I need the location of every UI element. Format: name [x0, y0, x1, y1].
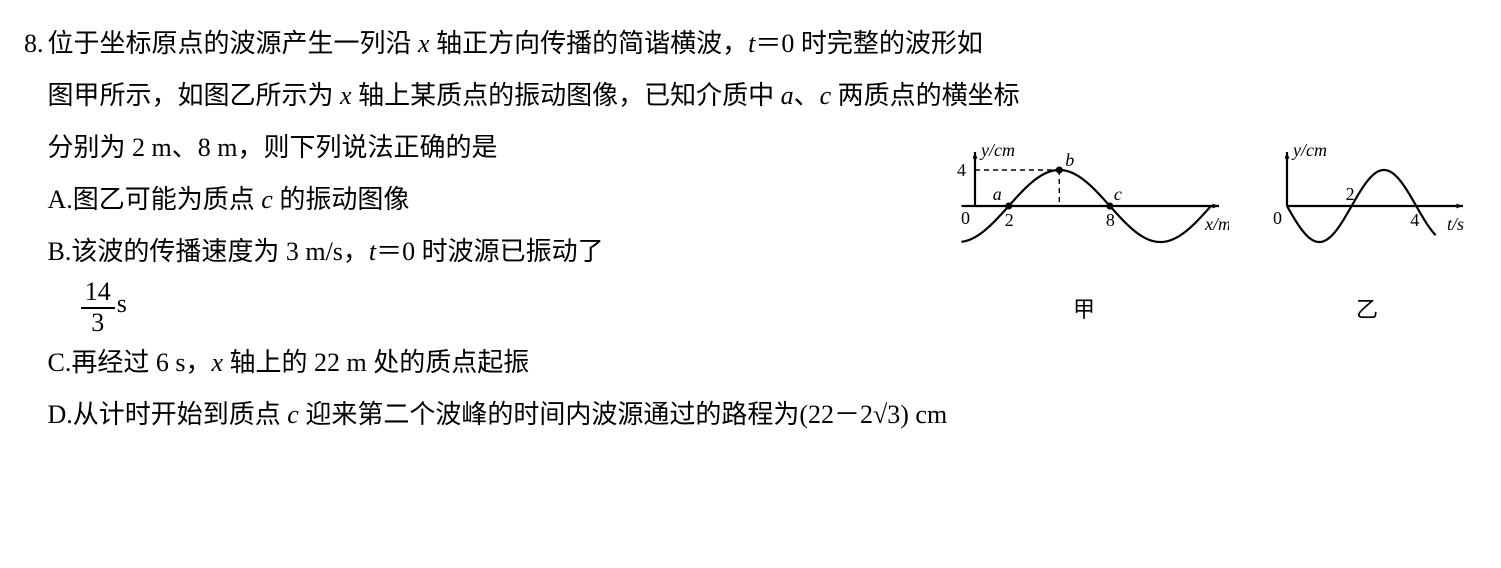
fraction-denominator: 3	[81, 309, 115, 338]
option-B-frac-row: 14 3 s	[48, 278, 932, 337]
figure-yi-svg: y/cmt/s024	[1257, 116, 1477, 286]
figure-jia: y/cm x/m 0 4 2 8 a b c 甲	[939, 116, 1229, 332]
problem-number: 8.	[24, 18, 44, 70]
svg-text:2: 2	[1005, 210, 1014, 230]
option-D-text: 从计时开始到质点 c 迎来第二个波峰的时间内波源通过的路程为(22－2√3) c…	[73, 389, 947, 441]
svg-text:c: c	[1114, 184, 1122, 204]
text-column: 分别为 2 m、8 m，则下列说法正确的是 A. 图乙可能为质点 c 的振动图像…	[48, 122, 932, 337]
option-C: C. 再经过 6 s，x 轴上的 22 m 处的质点起振	[48, 337, 1478, 389]
option-C-label: C.	[48, 337, 72, 389]
option-A-text: 图乙可能为质点 c 的振动图像	[73, 174, 410, 226]
svg-text:a: a	[993, 184, 1002, 204]
problem-body: 位于坐标原点的波源产生一列沿 x 轴正方向传播的简谐横波，t＝0 时完整的波形如…	[48, 18, 1478, 441]
option-B-label: B.	[48, 226, 72, 278]
svg-text:4: 4	[957, 160, 966, 180]
svg-text:0: 0	[1273, 208, 1282, 228]
option-D-label: D.	[48, 389, 73, 441]
svg-text:b: b	[1065, 150, 1074, 170]
svg-text:x/m: x/m	[1204, 214, 1229, 234]
figures-column: y/cm x/m 0 4 2 8 a b c 甲 y/cm t/s 0 2 4 乙	[931, 116, 1477, 332]
stem-line-2: 图甲所示，如图乙所示为 x 轴上某质点的振动图像，已知介质中 a、c 两质点的横…	[48, 70, 1478, 122]
stem-line-3: 分别为 2 m、8 m，则下列说法正确的是	[48, 122, 932, 174]
option-C-text: 再经过 6 s，x 轴上的 22 m 处的质点起振	[71, 337, 529, 389]
svg-text:0: 0	[961, 208, 970, 228]
option-B-text: 该波的传播速度为 3 m/s，t＝0 时波源已振动了	[71, 226, 603, 278]
stem-line-1: 位于坐标原点的波源产生一列沿 x 轴正方向传播的简谐横波，t＝0 时完整的波形如	[48, 18, 1478, 70]
fraction-numerator: 14	[81, 278, 115, 309]
option-B-unit: s	[117, 278, 127, 330]
problem-8: 8. 位于坐标原点的波源产生一列沿 x 轴正方向传播的简谐横波，t＝0 时完整的…	[24, 18, 1477, 441]
svg-text:4: 4	[1410, 210, 1419, 230]
svg-text:t/s: t/s	[1447, 214, 1464, 234]
option-D: D. 从计时开始到质点 c 迎来第二个波峰的时间内波源通过的路程为(22－2√3…	[48, 389, 1478, 441]
figure-jia-label: 甲	[939, 288, 1229, 332]
figure-yi: y/cmt/s024 乙	[1257, 116, 1477, 332]
fraction-14-3: 14 3	[81, 278, 115, 337]
figure-yi-label: 乙	[1257, 288, 1477, 332]
stem-and-figures-row: 分别为 2 m、8 m，则下列说法正确的是 A. 图乙可能为质点 c 的振动图像…	[48, 122, 1478, 337]
svg-text:y/cm: y/cm	[979, 140, 1015, 160]
svg-text:y/cm: y/cm	[1291, 140, 1327, 160]
option-A: A. 图乙可能为质点 c 的振动图像	[48, 174, 932, 226]
option-B: B. 该波的传播速度为 3 m/s，t＝0 时波源已振动了	[48, 226, 932, 278]
svg-text:8: 8	[1106, 210, 1115, 230]
figure-jia-svg: y/cm x/m 0 4 2 8 a b c	[939, 116, 1229, 286]
option-A-label: A.	[48, 174, 73, 226]
